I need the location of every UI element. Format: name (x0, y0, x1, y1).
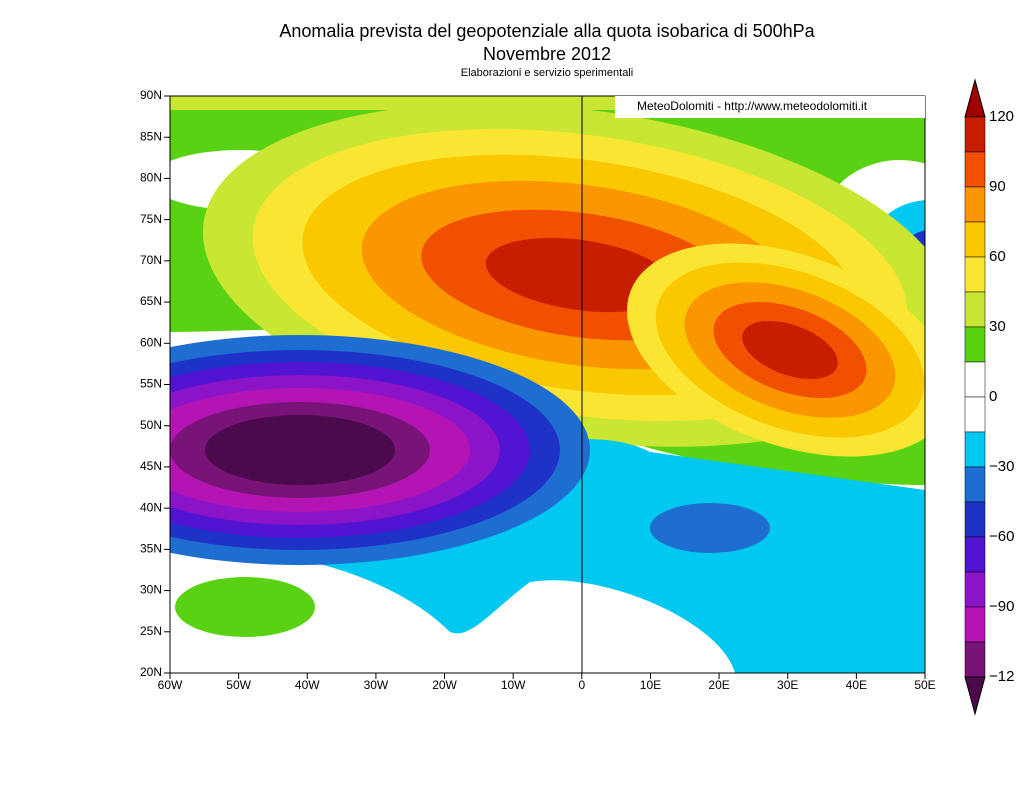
field-ring (742, 320, 838, 380)
lat-label: 65N (140, 294, 162, 308)
field-ring (485, 237, 675, 313)
colorbar-label: 90 (989, 178, 1006, 195)
colorbar-bin (964, 536, 986, 573)
title: Anomalia prevista del geopotenziale alla… (279, 21, 815, 41)
lon-label: 10W (501, 678, 526, 692)
lon-label: 40E (846, 678, 867, 692)
lat-label: 80N (140, 171, 162, 185)
colorbar-arrow (964, 676, 986, 716)
lat-label: 55N (140, 377, 162, 391)
colorbar-bin (964, 116, 986, 153)
colorbar-label: 0 (989, 388, 997, 405)
lon-label: 0 (578, 678, 585, 692)
colorbar-label: 30 (989, 318, 1006, 335)
colorbar-bin (964, 221, 986, 258)
lon-label: 50E (914, 678, 935, 692)
colorbar-bin (964, 186, 986, 223)
field-ring (650, 503, 770, 553)
colorbar-bin (964, 151, 986, 188)
lon-label: 60W (158, 678, 183, 692)
colorbar-bin (964, 501, 986, 538)
lon-label: 20E (708, 678, 729, 692)
watermark: MeteoDolomiti - http://www.meteodolomiti… (637, 99, 868, 113)
lon-label: 20W (432, 678, 457, 692)
field-ring (205, 415, 395, 485)
colorbar-label: 120 (989, 108, 1014, 125)
colorbar-label: 60 (989, 248, 1006, 265)
lat-label: 25N (140, 624, 162, 638)
lat-label: 50N (140, 418, 162, 432)
lat-label: 20N (140, 665, 162, 679)
colorbar-bin (964, 641, 986, 678)
colorbar-bin (964, 606, 986, 643)
lat-label: 70N (140, 253, 162, 267)
colorbar-label: −90 (989, 598, 1014, 615)
lat-label: 60N (140, 335, 162, 349)
colorbar-bin (964, 291, 986, 328)
lon-label: 10E (640, 678, 661, 692)
colorbar-bin (964, 361, 986, 398)
colorbar-bin (964, 466, 986, 503)
colorbar-arrow (964, 78, 986, 118)
lat-label: 40N (140, 500, 162, 514)
colorbar-bin (964, 396, 986, 433)
lat-label: 85N (140, 129, 162, 143)
colorbar-bin (964, 326, 986, 363)
lon-label: 30E (777, 678, 798, 692)
colorbar-label: −12 (989, 668, 1014, 685)
lat-label: 30N (140, 583, 162, 597)
colorbar-label: −60 (989, 528, 1014, 545)
lon-label: 30W (364, 678, 389, 692)
watermark-box (615, 96, 925, 118)
colorbar-bin (964, 571, 986, 608)
lon-label: 40W (295, 678, 320, 692)
title-2: Novembre 2012 (483, 44, 611, 64)
lat-label: 75N (140, 212, 162, 226)
lat-label: 90N (140, 88, 162, 102)
lon-label: 50W (226, 678, 251, 692)
colorbar-label: −30 (989, 458, 1014, 475)
colorbar-bin (964, 256, 986, 293)
map (170, 96, 925, 673)
field-pos (175, 577, 315, 637)
colorbar-bin (964, 431, 986, 468)
subtitle: Elaborazioni e servizio sperimentali (461, 67, 633, 79)
lat-label: 45N (140, 459, 162, 473)
lat-label: 35N (140, 542, 162, 556)
